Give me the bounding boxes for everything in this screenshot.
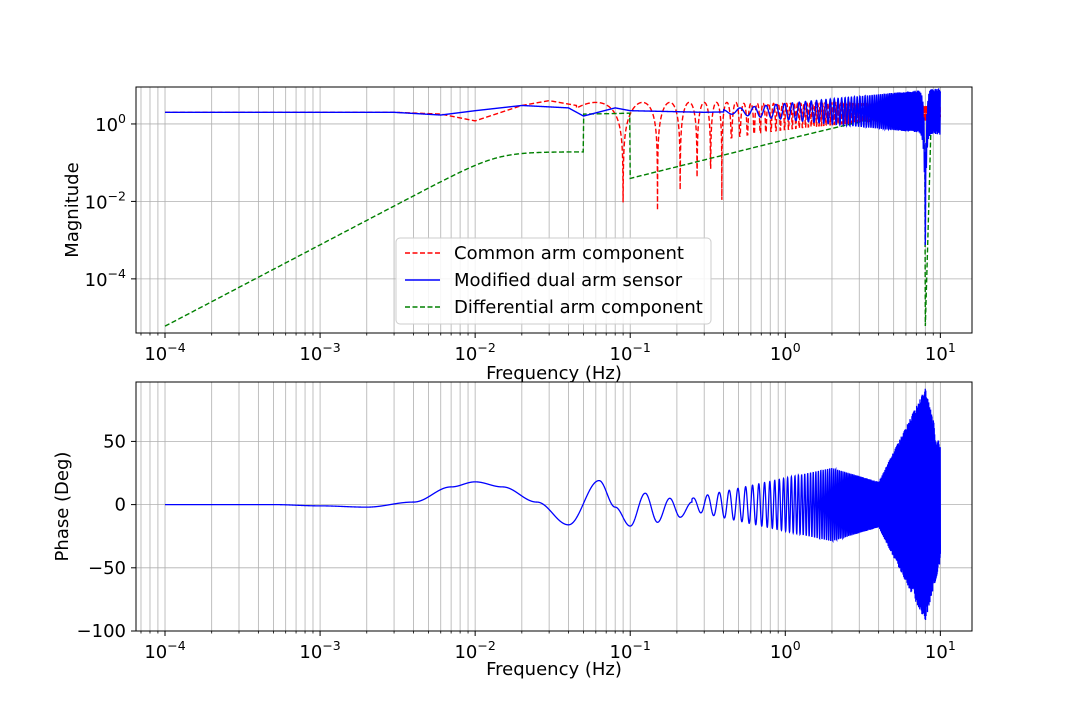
magnitude-x-axis-label: Frequency (Hz)	[486, 363, 622, 384]
phase-ticks: 10−4 10−3 10−2 10−1 100 101 50 0 −50 −100	[77, 431, 956, 663]
y-tick-label: −50	[88, 558, 126, 579]
legend-label: Differential arm component	[454, 297, 703, 318]
x-tick-label: 101	[925, 638, 956, 663]
x-tick-label: 100	[770, 638, 801, 663]
y-tick-label: 0	[115, 495, 126, 516]
y-tick-label: 50	[103, 431, 126, 452]
legend: Common arm component Modified dual arm se…	[395, 237, 712, 325]
x-tick-label: 10−3	[299, 340, 340, 365]
legend-label: Common arm component	[454, 243, 684, 264]
y-tick-label: −100	[77, 621, 126, 642]
phase-chart: 10−4 10−3 10−2 10−1 100 101 50 0 −50 −100 Frequen…	[52, 381, 973, 680]
x-tick-label: 10−1	[610, 340, 651, 365]
modified-dual-arm-sensor-line	[165, 88, 942, 246]
y-tick-label: 10−2	[85, 188, 126, 213]
x-tick-label: 101	[925, 340, 956, 365]
phase-line	[165, 388, 941, 621]
y-tick-label: 10−4	[85, 266, 126, 291]
magnitude-y-axis-label: Magnitude	[62, 162, 83, 257]
legend-box	[395, 237, 712, 325]
phase-x-axis-label: Frequency (Hz)	[486, 659, 622, 680]
x-tick-label: 10−2	[454, 638, 495, 663]
x-tick-label: 10−1	[610, 638, 651, 663]
x-tick-label: 10−4	[144, 638, 185, 663]
magnitude-series	[164, 88, 942, 327]
differential-arm-component-line	[164, 109, 941, 327]
y-tick-label: 100	[95, 111, 126, 136]
magnitude-chart: 10−4 10−3 10−2 10−1 100 101 10−4 10−2 100 Freque…	[62, 86, 973, 384]
x-tick-label: 10−4	[144, 340, 185, 365]
phase-series	[165, 388, 941, 621]
x-tick-label: 10−2	[454, 340, 495, 365]
phase-axes-frame	[135, 381, 973, 632]
magnitude-ticks: 10−4 10−3 10−2 10−1 100 101 10−4 10−2 100	[85, 111, 956, 365]
magnitude-axes-frame	[135, 86, 973, 334]
x-tick-label: 100	[770, 340, 801, 365]
legend-label: Modified dual arm sensor	[454, 270, 683, 291]
phase-y-axis-label: Phase (Deg)	[52, 452, 73, 562]
x-tick-label: 10−3	[299, 638, 340, 663]
